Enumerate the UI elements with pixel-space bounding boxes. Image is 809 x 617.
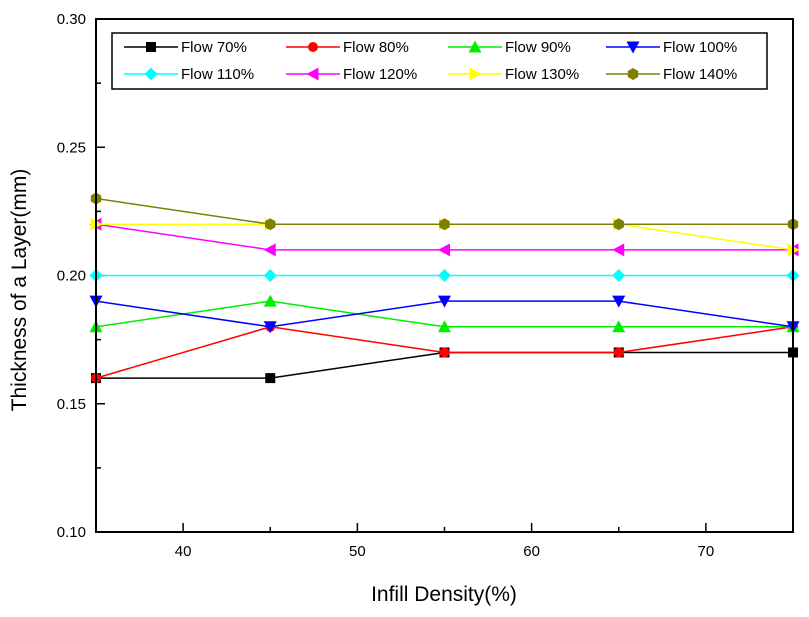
x-tick-label: 50 bbox=[349, 543, 366, 560]
legend-label: Flow 140% bbox=[663, 66, 737, 83]
data-point bbox=[612, 295, 626, 308]
data-point bbox=[438, 295, 451, 308]
legend-item: Flow 80% bbox=[286, 39, 409, 56]
legend-item: Flow 70% bbox=[124, 39, 247, 56]
data-point bbox=[263, 321, 277, 334]
data-point bbox=[265, 373, 276, 384]
series-flow-140- bbox=[90, 192, 799, 231]
legend-box bbox=[111, 32, 768, 90]
data-point bbox=[438, 320, 451, 333]
data-point bbox=[613, 347, 624, 358]
y-tick-label: 0.10 bbox=[57, 524, 86, 541]
y-tick-label: 0.30 bbox=[57, 11, 86, 28]
y-tick-label: 0.15 bbox=[57, 396, 86, 413]
legend-marker bbox=[468, 40, 482, 53]
data-point bbox=[439, 218, 450, 231]
legend-marker bbox=[308, 42, 318, 52]
data-point bbox=[613, 218, 624, 231]
data-point bbox=[612, 269, 626, 282]
legend-marker bbox=[469, 67, 482, 81]
y-tick-label: 0.25 bbox=[57, 139, 86, 156]
legend-label: Flow 70% bbox=[181, 39, 247, 56]
legend-label: Flow 110% bbox=[181, 66, 254, 83]
legend-marker bbox=[627, 68, 639, 80]
legend-label: Flow 130% bbox=[505, 66, 579, 83]
legend-item: Flow 110% bbox=[124, 66, 254, 83]
legend-label: Flow 120% bbox=[343, 66, 417, 83]
data-point bbox=[612, 243, 625, 257]
data-point bbox=[265, 218, 276, 231]
legend-label: Flow 90% bbox=[505, 39, 571, 56]
y-axis-title: Thickness of a Layer(mm) bbox=[8, 169, 31, 412]
data-point bbox=[438, 269, 451, 282]
data-point bbox=[263, 269, 277, 282]
legend-item: Flow 120% bbox=[286, 66, 417, 83]
legend-marker bbox=[144, 67, 158, 81]
legend-item: Flow 90% bbox=[448, 39, 571, 56]
legend-marker bbox=[626, 41, 640, 54]
x-tick-label: 70 bbox=[698, 543, 715, 560]
legend-marker bbox=[146, 42, 156, 52]
x-axis-title: Infill Density(%) bbox=[371, 583, 517, 606]
x-tick-label: 40 bbox=[175, 543, 192, 560]
data-point bbox=[263, 294, 277, 307]
data-point bbox=[438, 243, 450, 257]
legend-marker bbox=[306, 67, 319, 81]
legend-item: Flow 130% bbox=[448, 66, 579, 83]
data-point bbox=[612, 320, 626, 333]
legend-label: Flow 80% bbox=[343, 39, 409, 56]
legend-item: Flow 140% bbox=[606, 66, 737, 83]
legend-label: Flow 100% bbox=[663, 39, 737, 56]
y-tick-label: 0.20 bbox=[57, 268, 86, 285]
data-point bbox=[439, 347, 450, 358]
legend-item: Flow 100% bbox=[606, 39, 737, 56]
plot-frame bbox=[95, 18, 794, 533]
data-point bbox=[263, 243, 276, 257]
series-flow-90- bbox=[89, 294, 800, 333]
x-tick-label: 60 bbox=[523, 543, 540, 560]
